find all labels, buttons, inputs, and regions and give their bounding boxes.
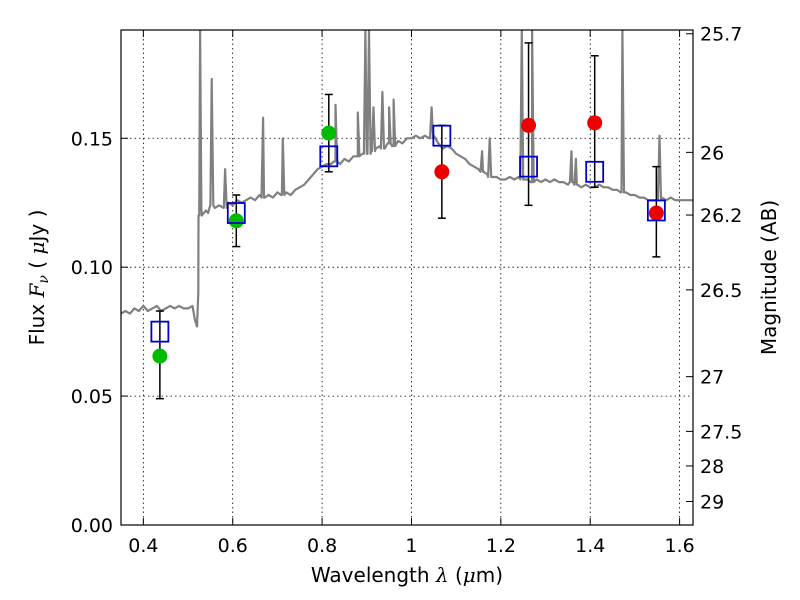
model-square — [150, 320, 170, 343]
x-tick-label: 1.6 — [664, 535, 694, 557]
model-square — [319, 145, 339, 168]
axis-ticks: 0.4 0.6 0.8 1 1.2 1.4 1.6 0.00 0.05 0.10 0.15 25.7 2… — [71, 24, 743, 557]
y2-tick-label: 27 — [700, 367, 724, 389]
y-tick-label: 0.05 — [71, 386, 113, 408]
y2-tick-label: 29 — [700, 491, 724, 513]
plot-frame — [120, 29, 694, 526]
y2-axis-label: Magnitude (AB) — [757, 200, 781, 355]
data-points — [150, 115, 666, 364]
y2-tick-label: 28 — [700, 456, 724, 478]
x-tick-label: 0.6 — [218, 535, 248, 557]
y-axis-label: Flux Fν ( μJy ) — [25, 210, 52, 346]
red-point — [587, 115, 603, 131]
x-tick-label: 1.4 — [575, 535, 605, 557]
x-tick-label: 1.2 — [486, 535, 516, 557]
y2-tick-label: 26.2 — [700, 205, 742, 227]
x-tick-label: 0.8 — [307, 535, 337, 557]
grid-lines — [121, 30, 693, 526]
red-point — [434, 164, 450, 180]
model-square — [519, 155, 538, 178]
model-square — [585, 160, 605, 183]
x-tick-label: 1 — [405, 535, 417, 557]
spectrum-line — [121, 30, 693, 328]
y2-tick-label: 25.7 — [700, 24, 742, 46]
x-axis-label: Wavelength λ (μm) — [311, 563, 503, 587]
y-tick-label: 0.00 — [71, 515, 113, 537]
model-square — [646, 199, 666, 222]
green-point — [152, 348, 168, 364]
model-square — [226, 202, 246, 224]
y2-tick-label: 26.5 — [700, 280, 742, 302]
x-tick-label: 0.4 — [128, 535, 158, 557]
y-tick-label: 0.15 — [71, 128, 113, 150]
green-point — [321, 125, 337, 141]
y2-tick-label: 26 — [700, 142, 724, 164]
y2-tick-label: 27.5 — [700, 421, 742, 443]
spectrum-path — [121, 30, 693, 328]
model-square — [432, 124, 452, 147]
red-point — [648, 205, 664, 221]
y-tick-label: 0.10 — [71, 257, 113, 279]
green-point — [228, 213, 244, 229]
red-point — [521, 117, 537, 133]
